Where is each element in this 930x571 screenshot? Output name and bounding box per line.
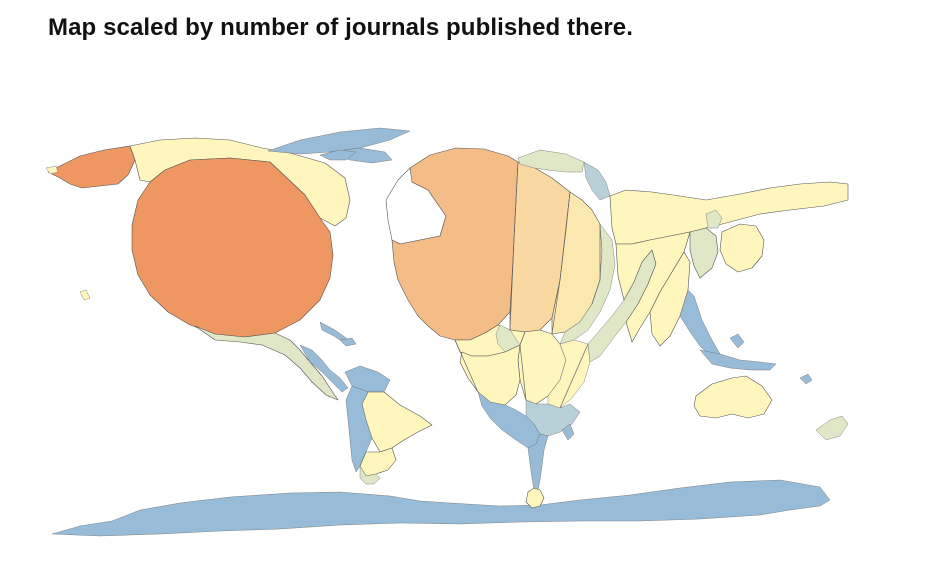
border-lines [454,161,601,409]
region-central-america[interactable] [299,344,349,393]
region-north-africa[interactable] [459,344,521,406]
region-pacific-islands[interactable] [799,373,813,385]
region-antarctica[interactable] [51,479,831,537]
region-arctic-islands[interactable] [267,127,411,155]
region-south-africa[interactable] [525,487,545,509]
region-central-asia[interactable] [615,231,691,343]
region-usa[interactable] [131,157,334,338]
region-indonesia[interactable] [699,349,777,371]
region-western-europe[interactable] [391,147,519,341]
region-australia[interactable] [693,375,773,419]
region-greece-balkans[interactable] [547,339,591,409]
region-korea[interactable] [705,209,723,229]
region-finland[interactable] [583,161,611,201]
region-iceland[interactable] [319,149,357,161]
region-mexico[interactable] [194,325,339,401]
region-philippines[interactable] [729,333,745,349]
region-china[interactable] [689,227,719,279]
region-hawaii[interactable] [79,289,91,301]
region-alaska[interactable] [47,145,136,189]
region-madagascar[interactable] [561,423,575,441]
region-africa-stem[interactable] [527,433,549,491]
region-japan[interactable] [719,223,765,273]
region-scandinavia[interactable] [517,149,585,173]
region-patagonia[interactable] [359,465,381,485]
region-new-zealand[interactable] [815,415,849,441]
page-title: Map scaled by number of journals publish… [48,14,634,41]
region-cuba[interactable] [339,337,357,347]
region-southeast-asia[interactable] [679,289,721,359]
region-brazil[interactable] [361,391,433,453]
region-aleutians[interactable] [45,165,59,175]
